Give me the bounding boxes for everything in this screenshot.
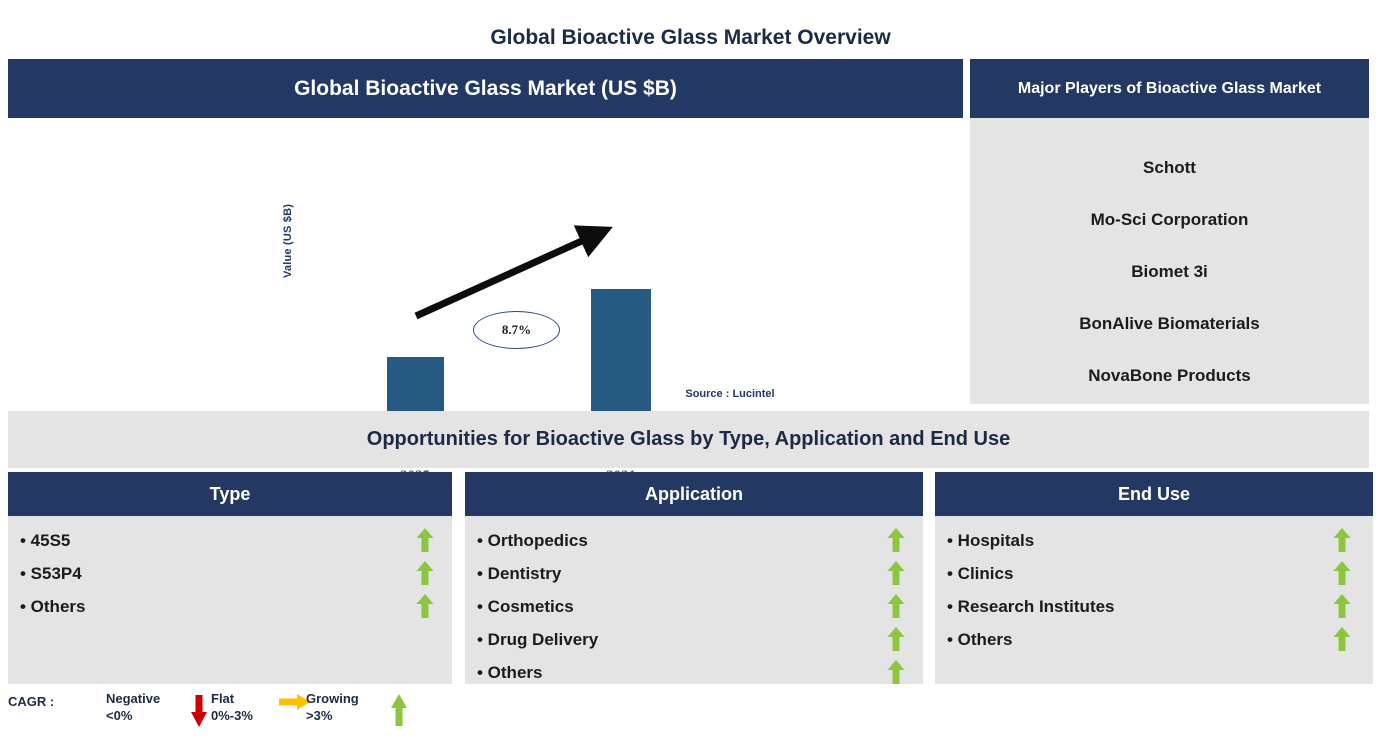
legend-name: Flat (211, 691, 235, 706)
opportunities-band: Opportunities for Bioactive Glass by Typ… (8, 411, 1369, 468)
up-arrow-icon (412, 527, 438, 553)
growth-trend-arrow-icon (414, 225, 613, 320)
list-item: NovaBone Products (1088, 366, 1251, 385)
column-header-end-use: End Use (935, 472, 1373, 516)
legend-entry-negative: Negative <0% (106, 690, 207, 736)
item-label: • Orthopedics (477, 530, 588, 550)
up-arrow-icon (1329, 626, 1355, 652)
item-label: • Clinics (947, 563, 1014, 583)
item-label: • Drug Delivery (477, 629, 599, 649)
list-item: Schott (1143, 158, 1196, 177)
legend-name: Negative (106, 691, 161, 706)
up-arrow-icon (883, 560, 909, 586)
item-label: • 45S5 (20, 530, 71, 550)
list-item: BonAlive Biomaterials (1079, 314, 1260, 333)
right-arrow-icon (277, 692, 310, 728)
item-label: • Research Institutes (947, 596, 1115, 616)
source-note: Source : Lucintel (685, 388, 775, 400)
up-arrow-icon (883, 593, 909, 619)
opportunities-title: Opportunities for Bioactive Glass by Typ… (366, 428, 1011, 450)
list-item: • Others (935, 623, 1373, 656)
column-body-application: • Orthopedics • Dentistry • Cosmetics (465, 516, 923, 684)
list-item: • Dentistry (465, 557, 923, 590)
chart-y-axis-label: Value (US $B) (282, 203, 294, 278)
cagr-legend-label: CAGR : (8, 694, 55, 709)
legend-range: <0% (106, 708, 133, 723)
major-players-list: Schott Mo-Sci Corporation Biomet 3i BonA… (970, 118, 1369, 404)
list-item: • Cosmetics (465, 590, 923, 623)
opportunity-columns: Type • 45S5 • S53P4 • Others (8, 472, 1373, 684)
list-item: • Others (465, 656, 923, 689)
legend-entry-growing: Growing >3% (306, 690, 407, 736)
list-item: • Orthopedics (465, 524, 923, 557)
legend-entry-flat: Flat 0%-3% (211, 690, 311, 736)
column-type: Type • 45S5 • S53P4 • Others (8, 472, 452, 684)
item-label: • Cosmetics (477, 596, 574, 616)
up-arrow-icon (384, 692, 414, 728)
up-arrow-icon (883, 626, 909, 652)
major-players-header: Major Players of Bioactive Glass Market (970, 59, 1369, 118)
column-end-use: End Use • Hospitals • Clinics • Research… (935, 472, 1373, 684)
item-label: • Dentistry (477, 563, 562, 583)
market-chart-panel: Global Bioactive Glass Market (US $B) Va… (8, 59, 963, 484)
item-label: • S53P4 (20, 563, 82, 583)
market-chart-header: Global Bioactive Glass Market (US $B) (8, 59, 963, 118)
legend-range: 0%-3% (211, 708, 253, 723)
up-arrow-icon (1329, 560, 1355, 586)
list-item: • Drug Delivery (465, 623, 923, 656)
column-body-type: • 45S5 • S53P4 • Others (8, 516, 452, 684)
cagr-legend: CAGR : Negative <0% Flat 0%-3% Growing >… (8, 690, 508, 736)
list-item: Biomet 3i (1131, 262, 1208, 281)
column-body-end-use: • Hospitals • Clinics • Research Institu… (935, 516, 1373, 684)
list-item: • Clinics (935, 557, 1373, 590)
up-arrow-icon (883, 527, 909, 553)
list-item: • Research Institutes (935, 590, 1373, 623)
down-arrow-icon (184, 692, 214, 728)
list-item: • 45S5 (8, 524, 452, 557)
major-players-panel: Major Players of Bioactive Glass Market … (970, 59, 1369, 404)
item-label: • Others (477, 662, 543, 682)
column-header-application: Application (465, 472, 923, 516)
up-arrow-icon (412, 560, 438, 586)
column-header-type: Type (8, 472, 452, 516)
item-label: • Others (20, 596, 86, 616)
legend-name: Growing (306, 691, 359, 706)
list-item: Mo-Sci Corporation (1090, 210, 1249, 229)
legend-range: >3% (306, 708, 333, 723)
item-label: • Hospitals (947, 530, 1035, 550)
item-label: • Others (947, 629, 1013, 649)
market-chart-body: Value (US $B) 2025 2031 8.7% (8, 118, 963, 484)
up-arrow-icon (1329, 527, 1355, 553)
list-item: • Others (8, 590, 452, 623)
list-item: • Hospitals (935, 524, 1373, 557)
up-arrow-icon (412, 593, 438, 619)
page-title: Global Bioactive Glass Market Overview (490, 26, 891, 49)
cagr-callout-bubble: 8.7% (473, 311, 560, 349)
list-item: • S53P4 (8, 557, 452, 590)
column-application: Application • Orthopedics • Dentistry • … (465, 472, 923, 684)
up-arrow-icon (883, 659, 909, 685)
up-arrow-icon (1329, 593, 1355, 619)
